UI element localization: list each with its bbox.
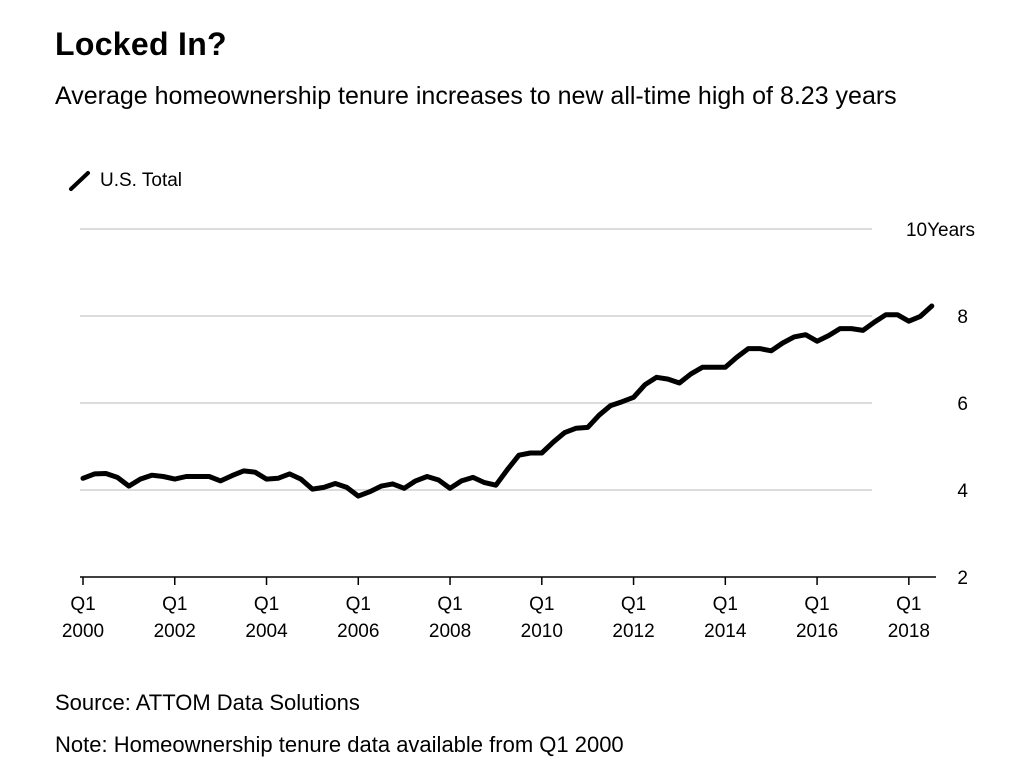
y-tick-label: 8 [957,307,968,328]
x-tick-quarter: Q1 [437,594,462,615]
chart-title: Locked In? [55,26,227,62]
x-tick-year: 2004 [245,621,288,642]
legend: U.S. Total [68,170,182,192]
x-tick-year: 2012 [612,621,654,642]
y-tick-label: 4 [957,481,968,502]
y-tick-label: 10Years [906,220,975,241]
x-tick-quarter: Q1 [162,594,187,615]
series-line-us-total [80,303,935,499]
x-tick-year: 2008 [429,621,471,642]
x-tick-year: 2018 [888,621,930,642]
y-tick-label: 6 [957,394,968,415]
x-tick-year: 2016 [796,621,838,642]
legend-line-icon [69,171,90,191]
x-tick-year: 2010 [521,621,563,642]
legend-label: U.S. Total [100,170,183,191]
x-tick-quarter: Q1 [804,594,829,615]
x-tick-quarter: Q1 [254,594,279,615]
x-tick-quarter: Q1 [621,594,646,615]
x-tick-year: 2002 [154,621,196,642]
x-tick-quarter: Q1 [896,594,921,615]
x-tick-year: 2000 [62,621,104,642]
x-tick-year: 2014 [704,621,747,642]
x-tick-year: 2006 [337,621,379,642]
x-tick-quarter: Q1 [346,594,371,615]
x-tick-quarter: Q1 [713,594,738,615]
chart-subtitle: Average homeownership tenure increases t… [55,82,897,110]
source-note: Source: ATTOM Data Solutions [55,690,360,715]
x-tick-quarter: Q1 [529,594,554,615]
footnote: Note: Homeownership tenure data availabl… [55,732,624,757]
y-tick-label: 2 [957,568,968,589]
x-tick-quarter: Q1 [70,594,95,615]
